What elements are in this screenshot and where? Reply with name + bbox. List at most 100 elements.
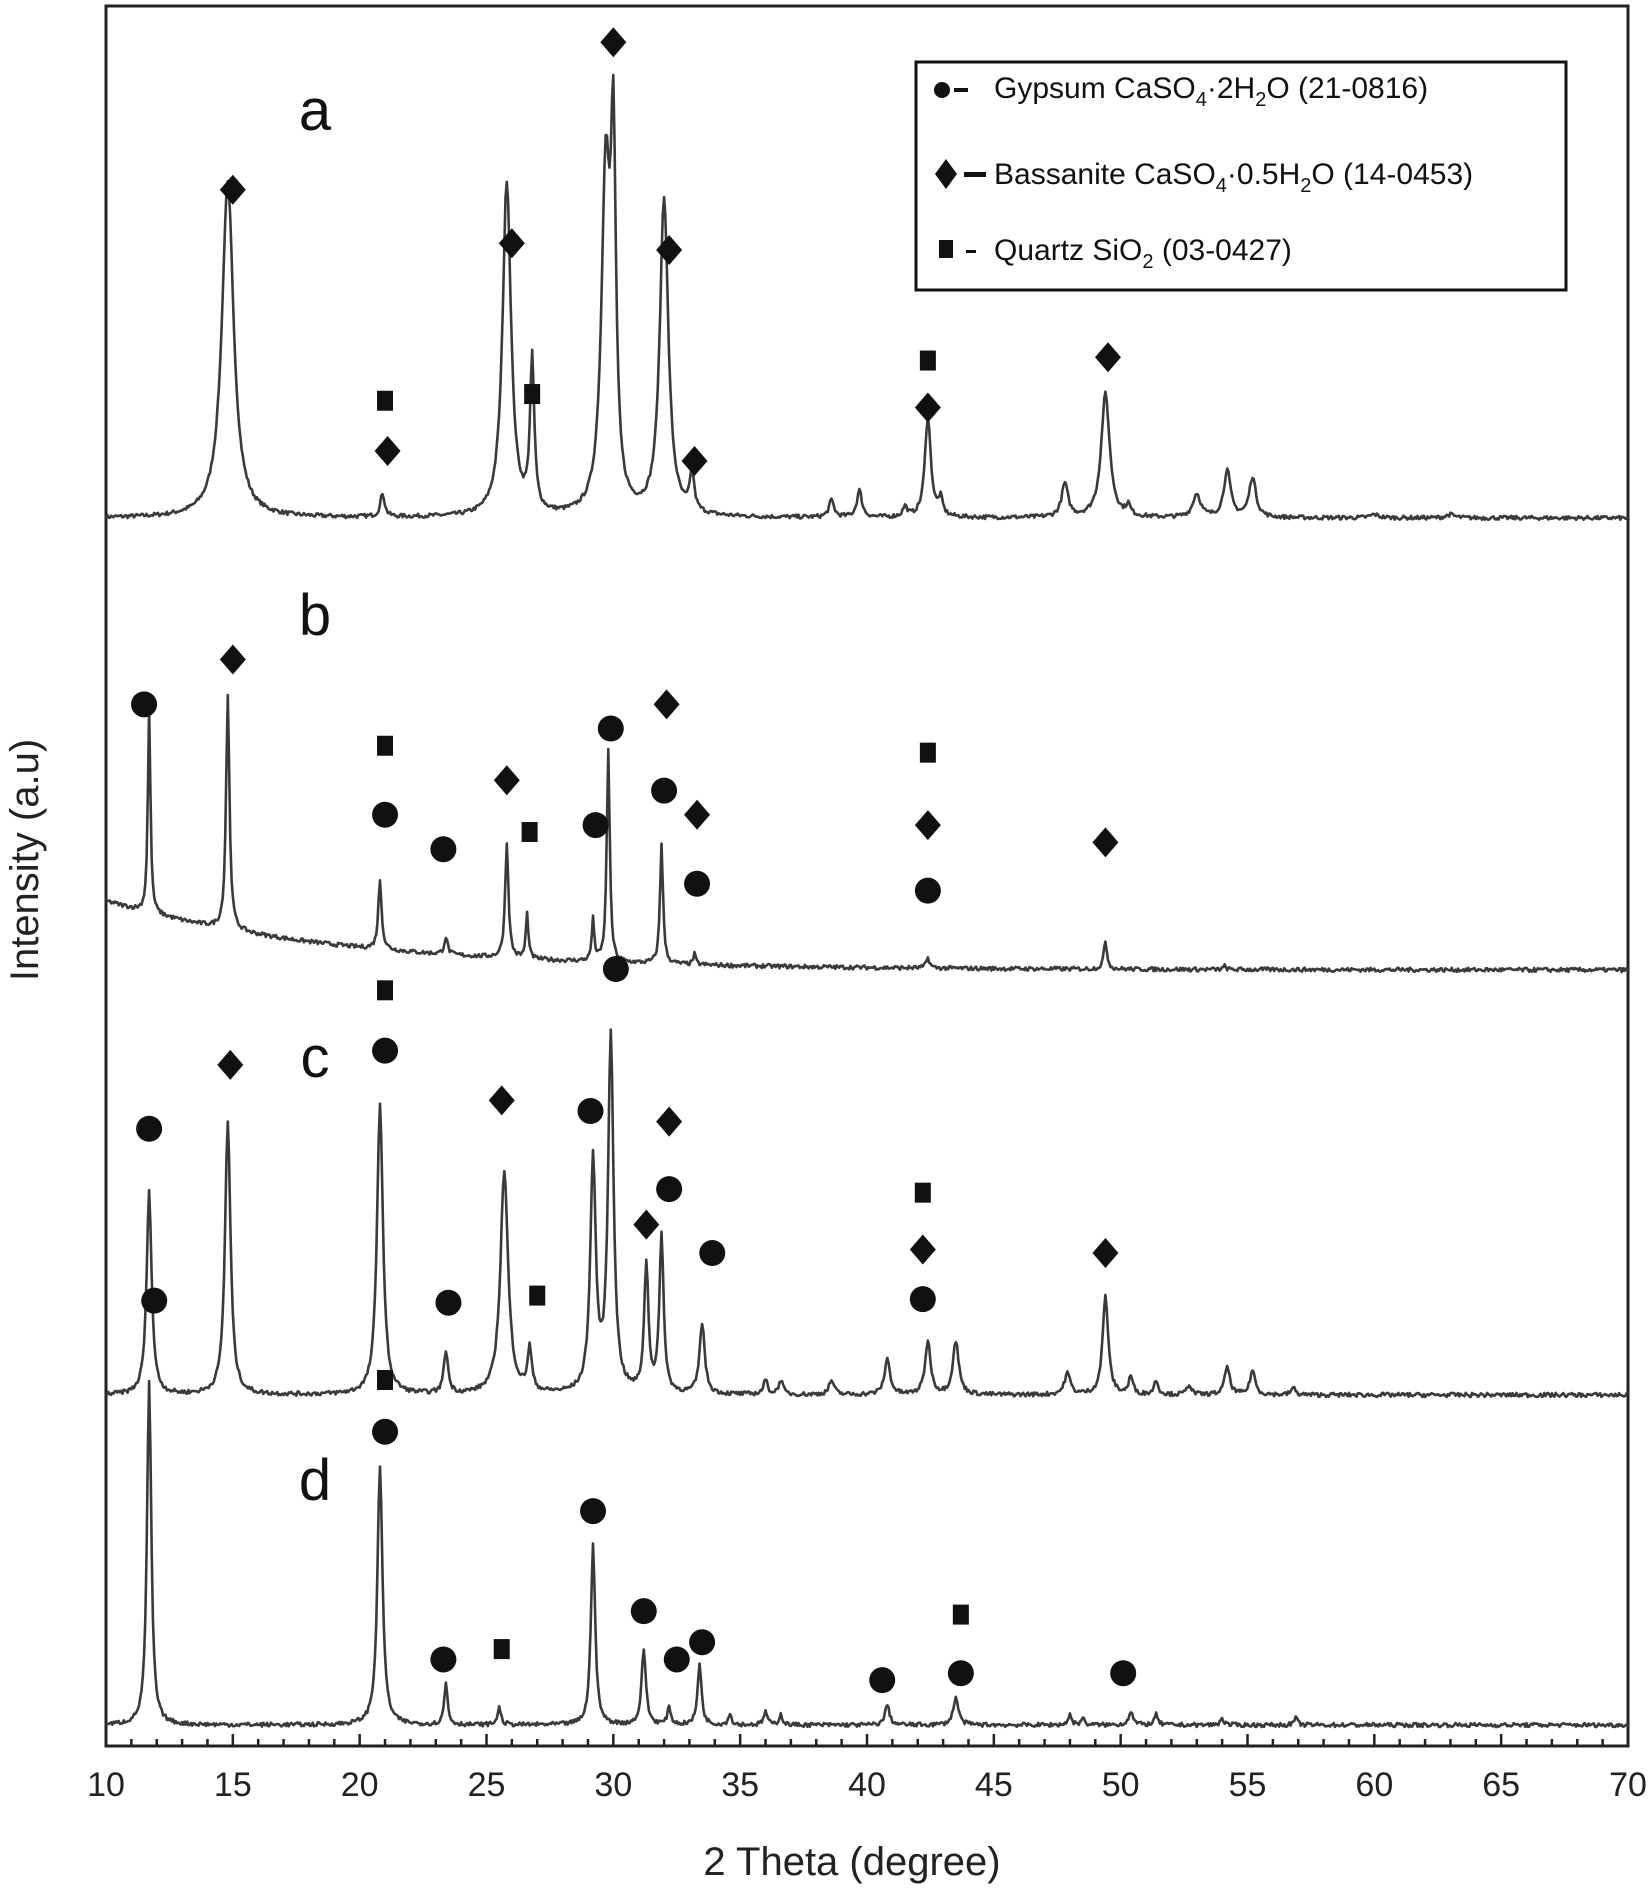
bassanite-marker — [488, 1085, 515, 1116]
quartz-marker — [377, 1370, 394, 1390]
bassanite-marker — [914, 810, 941, 841]
quartz-marker — [919, 742, 936, 763]
gypsum-marker — [580, 1498, 607, 1525]
gypsum-marker — [699, 1240, 726, 1266]
bassanite-marker — [374, 436, 401, 466]
x-tick-label: 55 — [1229, 1766, 1267, 1804]
quartz-marker — [377, 390, 394, 411]
xrd-traces — [104, 73, 1630, 1729]
gypsum-marker — [435, 1289, 462, 1316]
gypsum-marker — [630, 1598, 657, 1625]
gypsum-marker — [663, 1646, 690, 1673]
gypsum-marker — [136, 1115, 163, 1142]
legend-square-marker — [939, 240, 953, 258]
bassanite-marker — [656, 235, 683, 265]
bassanite-marker — [656, 1106, 683, 1137]
x-axis-ticks — [104, 1734, 1630, 1746]
quartz-marker — [914, 1182, 931, 1203]
panel-letter-a: a — [299, 78, 332, 143]
gypsum-marker — [597, 715, 624, 742]
trace-b — [104, 693, 1630, 974]
quartz-marker — [952, 1604, 969, 1625]
gypsum-marker — [656, 1176, 683, 1203]
x-axis-title: 2 Theta (degree) — [703, 1840, 1000, 1884]
bassanite-marker — [653, 689, 680, 720]
quartz-marker — [524, 384, 541, 405]
gypsum-marker — [947, 1660, 974, 1687]
gypsum-marker — [141, 1287, 168, 1314]
gypsum-marker — [1110, 1660, 1137, 1687]
legend-entry-quartz: Quartz SiO2 (03-0427) — [939, 234, 1292, 273]
gypsum-marker — [430, 836, 457, 863]
bassanite-marker — [1092, 827, 1119, 858]
gypsum-marker — [131, 691, 158, 718]
legend-entry-gypsum: Gypsum CaSO4·2H2O (21-0816) — [934, 72, 1428, 111]
legend-dash — [966, 250, 976, 253]
x-tick-label: 60 — [1355, 1766, 1393, 1804]
legend-diamond-marker — [935, 159, 957, 189]
bassanite-marker — [914, 392, 941, 423]
x-tick-label: 30 — [594, 1766, 632, 1804]
trace-c — [105, 1028, 1629, 1399]
bassanite-marker — [684, 799, 711, 830]
bassanite-marker — [1092, 1238, 1119, 1268]
panel-letter-d: d — [299, 1448, 331, 1513]
gypsum-marker — [372, 1037, 399, 1064]
x-tick-label: 40 — [848, 1766, 886, 1804]
bassanite-marker — [909, 1234, 936, 1265]
gypsum-marker — [651, 777, 678, 804]
y-axis-title: Intensity (a.u) — [3, 739, 47, 981]
gypsum-marker — [430, 1646, 457, 1673]
gypsum-marker — [602, 956, 629, 982]
legend: Gypsum CaSO4·2H2O (21-0816) Bassanite Ca… — [914, 60, 1568, 292]
bassanite-marker — [600, 27, 627, 58]
quartz-marker — [529, 1285, 546, 1306]
x-tick-label: 10 — [87, 1766, 125, 1804]
legend-entry-bassanite: Bassanite CaSO4·0.5H2O (14-0453) — [935, 158, 1473, 197]
bassanite-marker — [633, 1209, 660, 1240]
bassanite-marker — [219, 174, 246, 205]
x-tick-label: 20 — [341, 1766, 379, 1804]
x-tick-label: 65 — [1482, 1766, 1520, 1804]
quartz-marker — [493, 1639, 510, 1660]
quartz-marker — [377, 980, 394, 1001]
legend-label-gypsum: Gypsum CaSO4·2H2O (21-0816) — [994, 72, 1428, 111]
quartz-marker — [919, 350, 936, 371]
legend-label-bassanite: Bassanite CaSO4·0.5H2O (14-0453) — [994, 158, 1473, 197]
panel-letters: a b c d — [299, 78, 332, 1513]
gypsum-marker — [689, 1629, 716, 1656]
gypsum-marker — [582, 812, 609, 839]
legend-dash — [964, 172, 986, 177]
x-tick-label: 35 — [721, 1766, 759, 1804]
gypsum-marker — [684, 870, 711, 897]
legend-label-quartz: Quartz SiO2 (03-0427) — [994, 234, 1292, 273]
bassanite-marker — [219, 644, 246, 675]
trace-d — [105, 1379, 1630, 1729]
panel-letter-c: c — [301, 1025, 330, 1090]
panel-letter-b: b — [299, 583, 331, 648]
gypsum-marker — [372, 801, 399, 828]
legend-dash — [954, 88, 968, 92]
x-tick-label: 15 — [214, 1766, 252, 1804]
x-axis-tick-labels: 10 15 20 25 30 35 40 45 50 55 60 65 70 — [87, 1766, 1647, 1804]
gypsum-marker — [909, 1286, 936, 1313]
quartz-marker — [377, 735, 394, 756]
bassanite-marker — [217, 1049, 244, 1080]
bassanite-marker — [493, 765, 520, 796]
gypsum-marker — [577, 1098, 604, 1124]
x-tick-label: 50 — [1102, 1766, 1140, 1804]
x-tick-label: 25 — [468, 1766, 506, 1804]
gypsum-marker — [372, 1418, 399, 1445]
quartz-marker — [521, 822, 538, 842]
bassanite-marker — [498, 228, 525, 259]
bassanite-marker — [681, 446, 708, 477]
gypsum-marker — [869, 1667, 896, 1694]
legend-circle-marker — [934, 82, 950, 98]
x-tick-label: 70 — [1609, 1766, 1647, 1804]
phase-markers — [131, 27, 1137, 1694]
legend-box — [914, 60, 1568, 292]
gypsum-marker — [914, 877, 941, 904]
bassanite-marker — [1094, 342, 1121, 373]
x-tick-label: 45 — [975, 1766, 1013, 1804]
